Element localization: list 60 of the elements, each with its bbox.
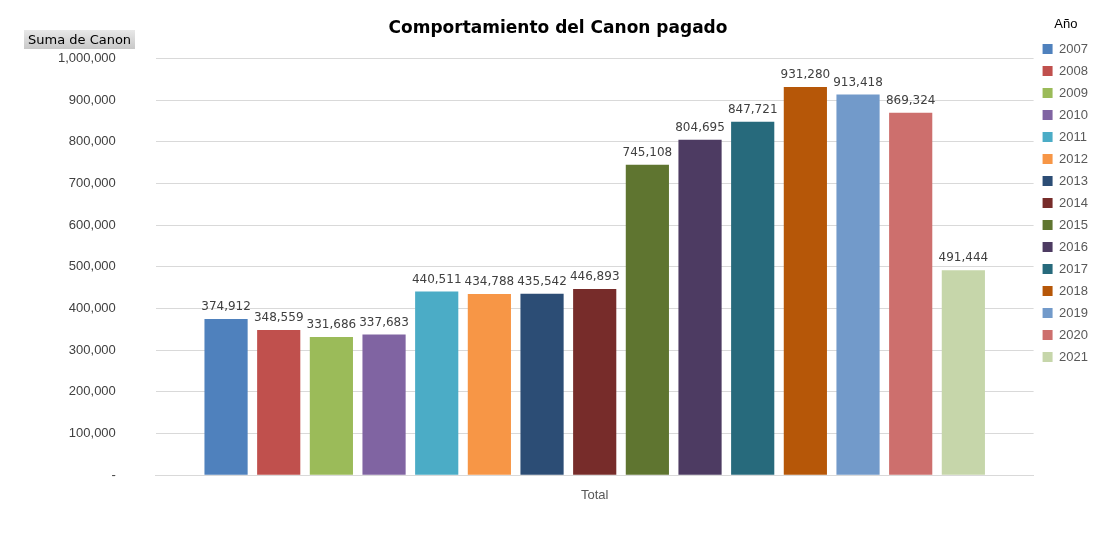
y-tick-label: 300,000 [68,341,116,357]
bar [309,336,353,475]
y-axis-title: Suma de Canon [24,30,136,49]
legend-label: 2009 [1059,84,1088,100]
data-label: 440,511 [411,271,462,286]
y-tick-label: 700,000 [68,175,116,191]
data-label: 374,912 [201,299,251,314]
y-tick-label: 600,000 [68,216,116,232]
legend-label: 2007 [1059,40,1088,56]
bar [783,87,827,475]
bar [573,288,617,475]
data-label: 745,108 [622,144,673,159]
y-tick-label: 400,000 [68,300,116,316]
legend-label: 2016 [1059,238,1088,254]
data-label: 869,324 [885,92,936,107]
y-tick-label: 500,000 [68,258,116,274]
x-axis-title: Total [580,486,609,502]
y-tick-label: - [111,466,116,482]
chart-title: Comportamiento del Canon pagado [388,16,728,37]
bar [204,318,248,475]
y-tick-label: 800,000 [68,133,116,149]
data-label: 446,893 [569,269,620,284]
bar [889,112,933,475]
data-label: 931,280 [780,67,831,82]
data-label: 804,695 [675,119,725,134]
y-tick-label: 100,000 [68,425,116,441]
legend-label: 2008 [1059,62,1088,78]
bar [520,293,564,475]
y-tick-label: 1,000,000 [57,49,116,65]
legend-label: 2013 [1059,172,1088,188]
data-label: 913,418 [833,74,883,89]
legend-label: 2011 [1059,128,1088,144]
bar [467,293,511,475]
data-label: 491,444 [938,250,989,265]
data-label: 337,683 [359,314,409,329]
legend-label: 2021 [1059,348,1088,364]
bar [678,139,722,475]
legend-label: 2015 [1059,216,1088,232]
legend-label: 2020 [1059,326,1088,342]
bar [362,334,406,475]
data-label: 434,788 [464,274,515,289]
bar [941,270,985,475]
bar [257,329,301,475]
bar [625,164,669,475]
legend-label: 2012 [1059,150,1088,166]
legend-label: 2010 [1059,106,1088,122]
legend-label: 2018 [1059,282,1088,298]
legend-label: 2017 [1059,260,1088,276]
bar [731,121,775,475]
data-label: 847,721 [727,101,778,116]
bar [415,291,459,475]
legend-label: 2019 [1059,304,1088,320]
data-label: 348,559 [253,310,304,325]
bar [836,94,880,475]
y-tick-label: 900,000 [68,91,116,107]
data-label: 331,686 [306,317,357,332]
y-tick-label: 200,000 [68,383,116,399]
legend-label: 2014 [1059,194,1088,210]
legend-title: Año [1054,16,1078,32]
data-label: 435,542 [517,273,567,288]
